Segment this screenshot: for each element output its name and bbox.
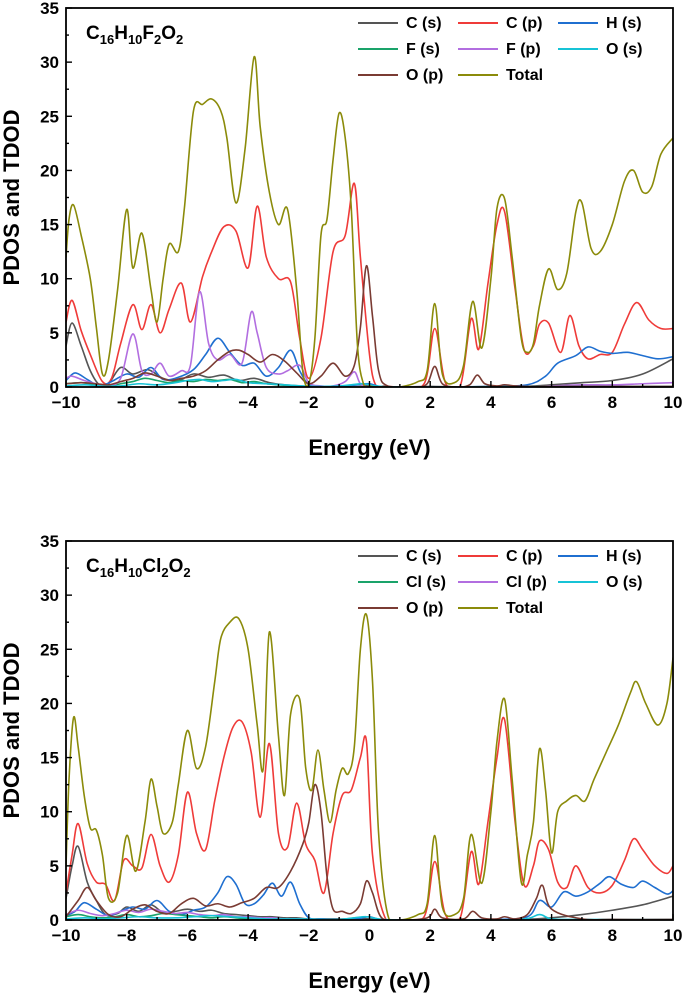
- legend-item: H (s): [558, 548, 642, 565]
- x-tick-label: 0: [365, 393, 374, 412]
- legend-label: C (p): [506, 15, 542, 32]
- x-axis-title: Energy (eV): [308, 435, 430, 460]
- compound-formula-title: C16H10F2O2: [86, 23, 183, 47]
- chart-panel-1: −10 −8 −6 −4 −2 0 2 4 6 8 10 0 5 10 15 20 25 30 35 Energy (…: [0, 0, 682, 460]
- y-tick-label: 0: [50, 378, 59, 397]
- legend-label: F (s): [406, 41, 440, 58]
- x-tick-label: −6: [178, 393, 197, 412]
- legend-item: O (p): [358, 600, 443, 617]
- x-tick-label: 10: [664, 926, 683, 945]
- legend-item: Total: [458, 67, 543, 84]
- legend-label: H (s): [606, 15, 642, 32]
- legend-item: F (s): [358, 41, 440, 58]
- legend-label: Total: [506, 600, 543, 617]
- legend-item: C (p): [458, 548, 542, 565]
- y-tick-label: 10: [40, 803, 59, 822]
- x-tick-label: 10: [664, 393, 683, 412]
- x-tick-label: 2: [425, 926, 434, 945]
- legend-item: Cl (s): [358, 574, 446, 591]
- x-tick-label: 2: [425, 393, 434, 412]
- legend: C (s) C (p) H (s) F (s) F (p) O (s) O (p) Total: [358, 15, 642, 84]
- legend-item: H (s): [558, 15, 642, 32]
- legend: C (s) C (p) H (s) Cl (s) Cl (p) O (s) O (p) Tot…: [358, 548, 642, 617]
- y-tick-label: 10: [40, 270, 59, 289]
- y-tick-label: 0: [50, 911, 59, 930]
- x-tick-label: 8: [608, 393, 617, 412]
- legend-item: C (p): [458, 15, 542, 32]
- series-line-h-s: [66, 875, 673, 920]
- legend-item: O (p): [358, 67, 443, 84]
- y-tick-label: 15: [40, 749, 59, 768]
- x-tick-label: −10: [52, 393, 81, 412]
- series-line-c-p: [66, 182, 673, 387]
- legend-label: Total: [506, 67, 543, 84]
- x-tick-label: −10: [52, 926, 81, 945]
- legend-item: C (s): [358, 15, 442, 32]
- compound-formula-title: C16H10Cl2O2: [86, 556, 191, 580]
- y-tick-label: 20: [40, 161, 59, 180]
- legend-item: O (s): [558, 41, 642, 58]
- legend-label: Cl (p): [506, 574, 547, 591]
- legend-label: Cl (s): [406, 574, 446, 591]
- x-tick-label: −8: [117, 926, 136, 945]
- series-line-o-s: [66, 378, 673, 387]
- series-line-total: [66, 55, 673, 387]
- legend-label: C (p): [506, 548, 542, 565]
- legend-label: O (p): [406, 600, 443, 617]
- y-tick-label: 35: [40, 532, 59, 551]
- legend-label: O (s): [606, 41, 642, 58]
- y-tick-label: 25: [40, 107, 59, 126]
- x-tick-label: 6: [547, 393, 556, 412]
- legend-label: O (s): [606, 574, 642, 591]
- x-tick-label: −4: [238, 926, 258, 945]
- series-line-c-p: [66, 716, 673, 920]
- x-tick-label: −4: [238, 393, 258, 412]
- legend-item: O (s): [558, 574, 642, 591]
- series-line-o-p: [66, 783, 673, 920]
- y-tick-label: 25: [40, 640, 59, 659]
- x-tick-label: 4: [486, 926, 496, 945]
- plot-frame: [65, 7, 674, 388]
- legend-label: C (s): [406, 15, 442, 32]
- legend-item: C (s): [358, 548, 442, 565]
- series-group: [66, 612, 673, 920]
- plot-frame: [65, 540, 674, 921]
- series-line-total: [66, 612, 673, 920]
- y-tick-label: 15: [40, 216, 59, 235]
- x-axis-title: Energy (eV): [308, 968, 430, 993]
- x-tick-label: −2: [299, 393, 318, 412]
- y-axis-title: PDOS and TDOD: [0, 109, 24, 285]
- y-axis-title: PDOS and TDOD: [0, 642, 24, 818]
- y-tick-label: 35: [40, 0, 59, 18]
- y-tick-label: 30: [40, 53, 59, 72]
- x-tick-label: 4: [486, 393, 496, 412]
- legend-item: F (p): [458, 41, 541, 58]
- y-tick-label: 30: [40, 586, 59, 605]
- x-tick-label: 8: [608, 926, 617, 945]
- y-tick-label: 5: [50, 857, 59, 876]
- x-tick-label: 0: [365, 926, 374, 945]
- legend-item: Total: [458, 600, 543, 617]
- legend-label: O (p): [406, 67, 443, 84]
- series-line-f-p: [66, 290, 673, 387]
- x-tick-label: −6: [178, 926, 197, 945]
- y-tick-label: 20: [40, 694, 59, 713]
- chart-panel-2: −10 −8 −6 −4 −2 0 2 4 6 8 10 0 5 10 15 20 25 30 35 Energy (…: [0, 532, 682, 993]
- x-tick-label: −8: [117, 393, 136, 412]
- legend-label: F (p): [506, 41, 541, 58]
- y-tick-label: 5: [50, 324, 59, 343]
- legend-item: Cl (p): [458, 574, 547, 591]
- legend-label: C (s): [406, 548, 442, 565]
- x-tick-label: 6: [547, 926, 556, 945]
- legend-label: H (s): [606, 548, 642, 565]
- x-tick-label: −2: [299, 926, 318, 945]
- series-group: [66, 55, 673, 387]
